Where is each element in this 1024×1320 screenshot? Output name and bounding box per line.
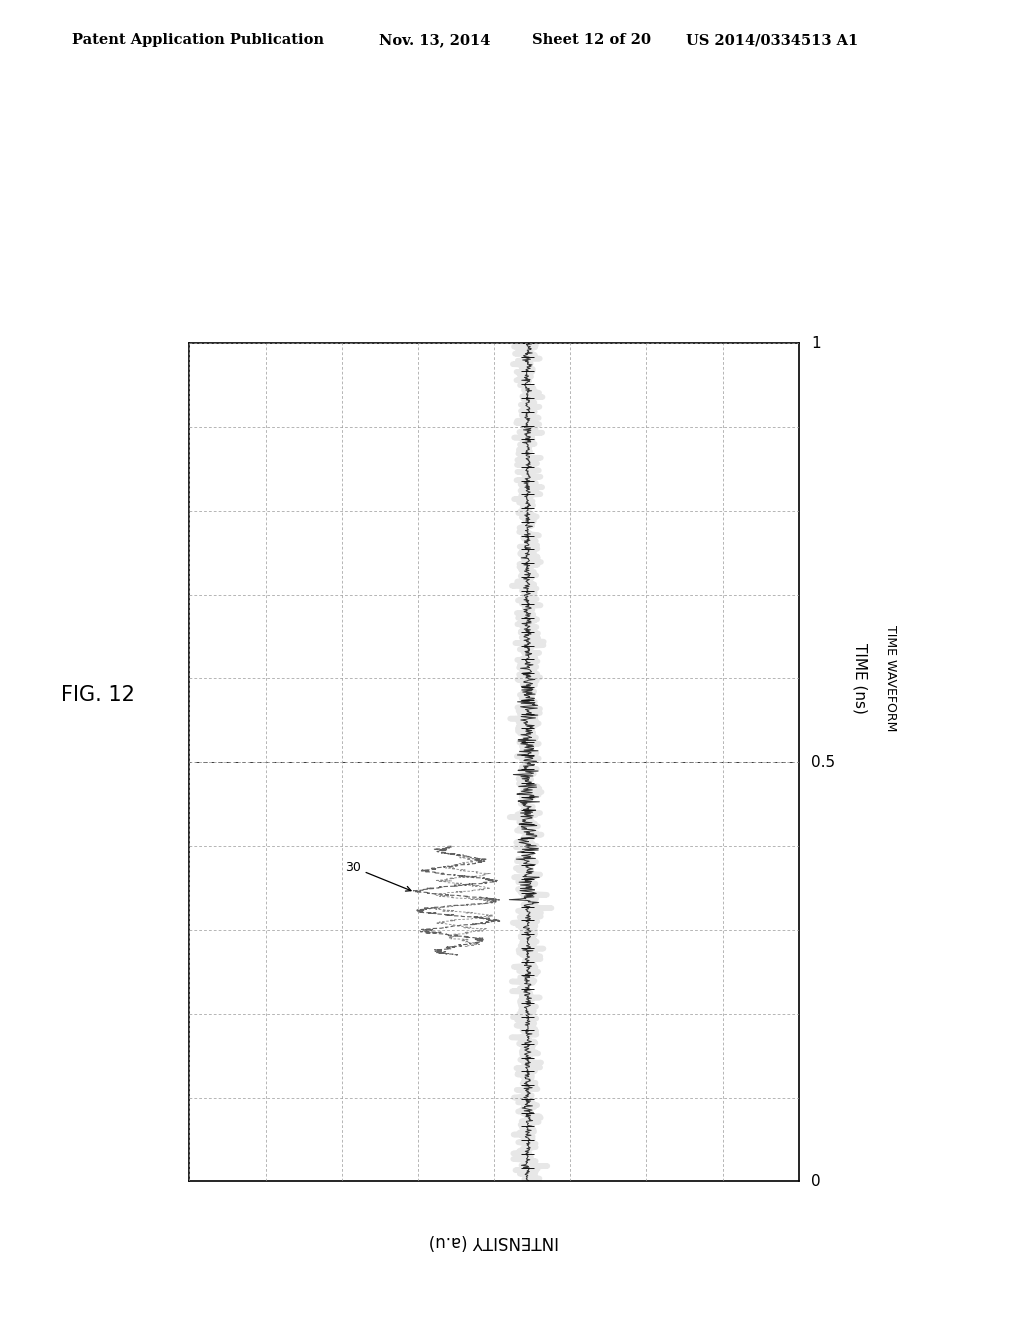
Text: TIME WAVEFORM: TIME WAVEFORM bbox=[885, 626, 897, 731]
Text: 1: 1 bbox=[811, 335, 820, 351]
Text: 0: 0 bbox=[811, 1173, 820, 1189]
Text: 0.5: 0.5 bbox=[811, 755, 836, 770]
Text: Patent Application Publication: Patent Application Publication bbox=[72, 33, 324, 48]
Text: 30: 30 bbox=[345, 861, 411, 891]
Text: US 2014/0334513 A1: US 2014/0334513 A1 bbox=[686, 33, 858, 48]
Text: Nov. 13, 2014: Nov. 13, 2014 bbox=[379, 33, 490, 48]
Text: FIG. 12: FIG. 12 bbox=[61, 685, 135, 705]
Text: Sheet 12 of 20: Sheet 12 of 20 bbox=[532, 33, 651, 48]
Text: TIME (ns): TIME (ns) bbox=[853, 643, 867, 714]
Text: INTENSITY (a.u): INTENSITY (a.u) bbox=[429, 1232, 559, 1250]
